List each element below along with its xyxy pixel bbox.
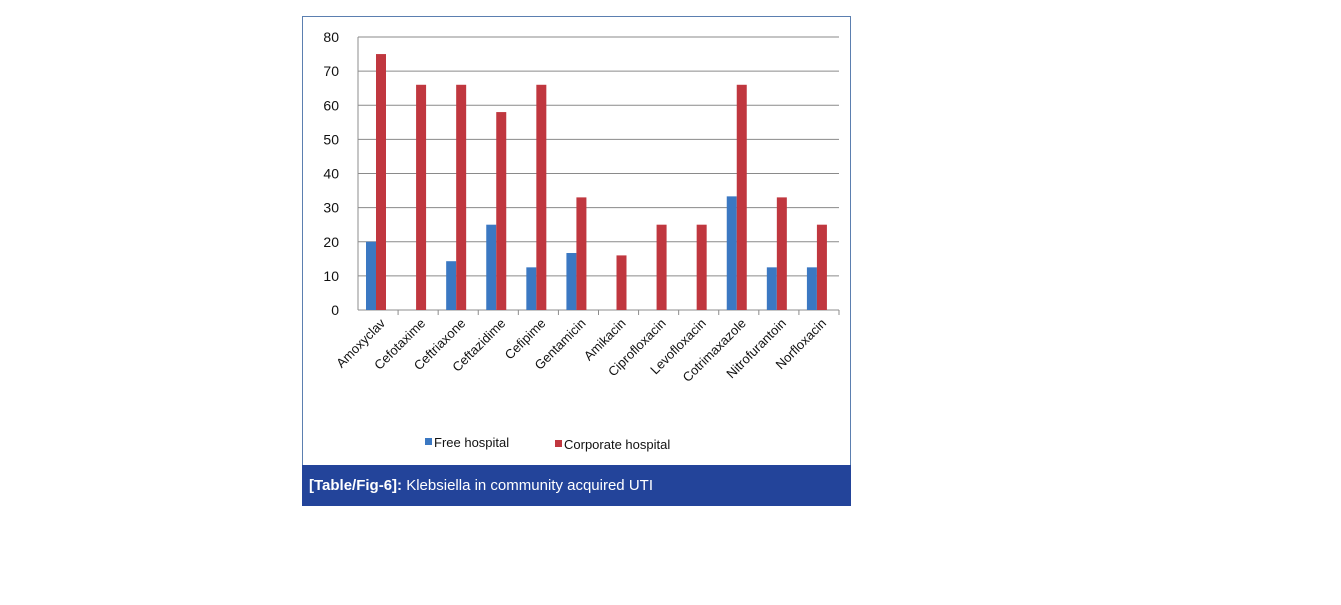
bar-free-amoxyclav (366, 241, 376, 310)
chart-frame: 0 10 20 30 40 50 60 70 80 Amoxyclav Cefotaxime Cef… (302, 16, 851, 465)
bar-corporate-ceftriaxone (456, 84, 467, 311)
legend-label: Corporate hospital (564, 437, 670, 452)
bar-corporate-ceftazidime (496, 112, 507, 310)
legend-swatch (555, 440, 562, 447)
bar-free-norfloxacin (806, 267, 817, 310)
y-tick-label: 70 (323, 63, 339, 79)
caption-text: Klebsiella in community acquired UTI (402, 477, 653, 494)
bar-free-nitrofurantoin (766, 267, 777, 310)
bars (366, 54, 827, 311)
y-tick-label: 50 (323, 131, 339, 147)
figure-caption: [Table/Fig-6]: Klebsiella in community a… (302, 465, 851, 506)
bar-free-cotrimaxazole (726, 196, 737, 310)
figure: 0 10 20 30 40 50 60 70 80 Amoxyclav Cefotaxime Cef… (302, 16, 851, 506)
legend-swatch (425, 438, 432, 445)
bar-corporate-amikacin (616, 255, 627, 310)
y-tick-label: 0 (331, 302, 339, 318)
bar-corporate-norfloxacin (816, 224, 827, 310)
bar-free-gentamicin (566, 253, 577, 310)
bar-corporate-gentamicin (576, 197, 587, 310)
bar-corporate-ciprofloxacin (656, 224, 667, 310)
y-tick-label: 30 (323, 200, 339, 216)
legend-label: Free hospital (434, 435, 509, 450)
bar-free-ceftazidime (486, 224, 497, 310)
y-tick-label: 80 (323, 29, 339, 45)
gridlines (358, 36, 839, 311)
bar-free-cefipime (526, 267, 537, 310)
caption-label: [Table/Fig-6]: (309, 477, 403, 494)
x-axis: AmoxyclavCefotaximeCeftriaxoneCeftazidim… (333, 310, 840, 385)
y-tick-label: 60 (323, 97, 339, 113)
bar-corporate-cefotaxime (416, 84, 427, 311)
bar-corporate-cefipime (536, 84, 547, 311)
bar-corporate-cotrimaxazole (736, 84, 747, 311)
bar-corporate-nitrofurantoin (776, 197, 787, 310)
bar-free-ceftriaxone (446, 261, 457, 310)
bar-corporate-levofloxacin (696, 224, 707, 310)
legend: Free hospital Corporate hospital (425, 435, 670, 452)
bar-corporate-amoxyclav (376, 54, 386, 310)
y-axis: 0 10 20 30 40 50 60 70 80 (323, 29, 359, 318)
y-tick-label: 40 (323, 166, 339, 182)
y-tick-label: 20 (323, 234, 339, 250)
y-tick-label: 10 (323, 268, 339, 284)
bar-chart: 0 10 20 30 40 50 60 70 80 AmoxyclavCefotaximeCef… (323, 29, 840, 452)
